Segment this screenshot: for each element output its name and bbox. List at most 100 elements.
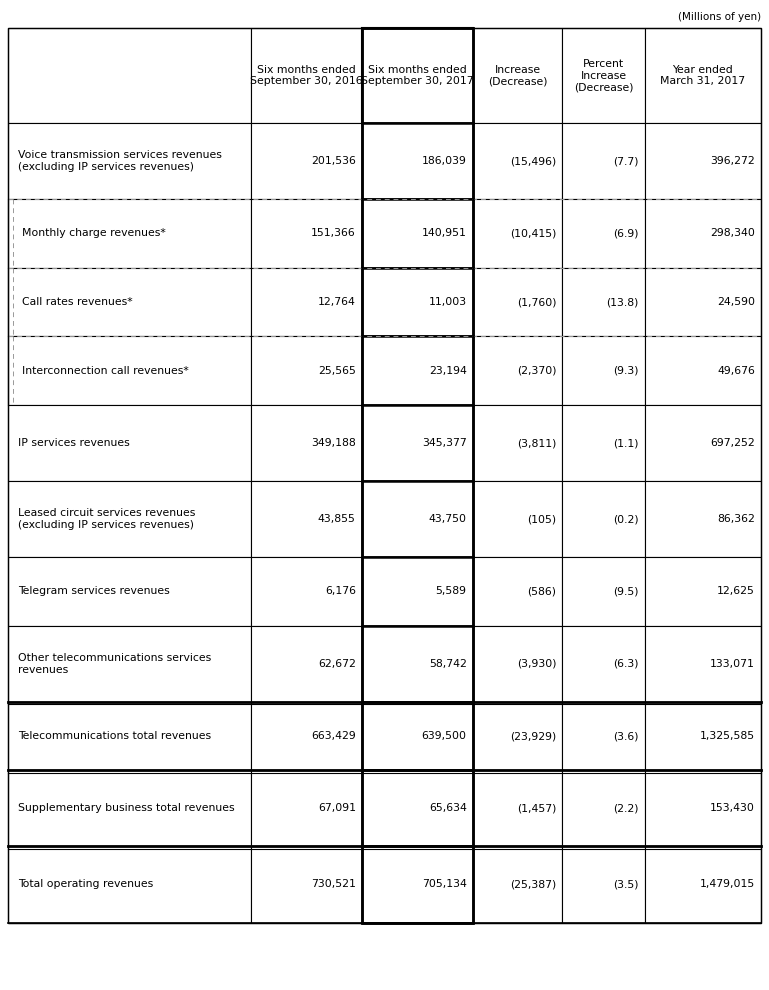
- Bar: [361, 557, 473, 626]
- Bar: [361, 123, 473, 199]
- Text: (3.5): (3.5): [614, 879, 639, 889]
- Text: 1,479,015: 1,479,015: [700, 879, 755, 889]
- Bar: [251, 405, 361, 481]
- Bar: [473, 846, 562, 923]
- Text: (3,930): (3,930): [517, 658, 557, 669]
- Bar: [473, 770, 562, 846]
- Text: 43,750: 43,750: [428, 514, 467, 524]
- Bar: [562, 557, 645, 626]
- Bar: [361, 199, 473, 267]
- Bar: [8, 405, 251, 481]
- Bar: [562, 702, 645, 770]
- Text: 140,951: 140,951: [422, 229, 467, 239]
- Text: (Millions of yen): (Millions of yen): [678, 12, 761, 22]
- Text: (10,415): (10,415): [510, 229, 557, 239]
- Bar: [645, 123, 761, 199]
- Text: 67,091: 67,091: [318, 804, 356, 814]
- Text: 151,366: 151,366: [311, 229, 356, 239]
- Text: (7.7): (7.7): [614, 156, 639, 166]
- Text: (1,760): (1,760): [517, 297, 557, 307]
- Bar: [645, 626, 761, 702]
- Text: 730,521: 730,521: [311, 879, 356, 889]
- Bar: [562, 199, 645, 267]
- Bar: [562, 405, 645, 481]
- Text: 6,176: 6,176: [325, 586, 356, 596]
- Text: 65,634: 65,634: [429, 804, 467, 814]
- Text: 86,362: 86,362: [717, 514, 755, 524]
- Bar: [361, 405, 473, 481]
- Bar: [251, 199, 361, 267]
- Text: 298,340: 298,340: [710, 229, 755, 239]
- Text: (6.9): (6.9): [614, 229, 639, 239]
- Text: Telegram services revenues: Telegram services revenues: [18, 586, 170, 596]
- Bar: [473, 337, 562, 405]
- Bar: [645, 846, 761, 923]
- Text: Supplementary business total revenues: Supplementary business total revenues: [18, 804, 235, 814]
- Bar: [361, 28, 473, 123]
- Bar: [8, 267, 251, 337]
- Bar: [562, 267, 645, 337]
- Text: 1,325,585: 1,325,585: [700, 732, 755, 742]
- Text: Telecommunications total revenues: Telecommunications total revenues: [18, 732, 211, 742]
- Bar: [562, 481, 645, 557]
- Text: 43,855: 43,855: [318, 514, 356, 524]
- Bar: [562, 846, 645, 923]
- Bar: [8, 702, 251, 770]
- Bar: [361, 28, 473, 123]
- Text: 396,272: 396,272: [711, 156, 755, 166]
- Bar: [361, 337, 473, 405]
- Bar: [361, 702, 473, 770]
- Text: Interconnection call revenues*: Interconnection call revenues*: [22, 365, 188, 375]
- Bar: [8, 626, 251, 702]
- Bar: [361, 123, 473, 199]
- Bar: [8, 846, 251, 923]
- Bar: [361, 337, 473, 405]
- Text: (9.3): (9.3): [614, 365, 639, 375]
- Text: (23,929): (23,929): [510, 732, 557, 742]
- Text: 23,194: 23,194: [429, 365, 467, 375]
- Bar: [361, 481, 473, 557]
- Text: 12,625: 12,625: [717, 586, 755, 596]
- Text: 697,252: 697,252: [711, 438, 755, 448]
- Text: 639,500: 639,500: [421, 732, 467, 742]
- Bar: [361, 846, 473, 923]
- Bar: [251, 626, 361, 702]
- Text: (3,811): (3,811): [517, 438, 557, 448]
- Text: (586): (586): [528, 586, 557, 596]
- Text: 345,377: 345,377: [422, 438, 467, 448]
- Bar: [473, 626, 562, 702]
- Bar: [251, 770, 361, 846]
- Text: Percent
Increase
(Decrease): Percent Increase (Decrease): [574, 59, 634, 92]
- Bar: [251, 267, 361, 337]
- Bar: [251, 28, 361, 123]
- Text: (2,370): (2,370): [517, 365, 557, 375]
- Text: Voice transmission services revenues
(excluding IP services revenues): Voice transmission services revenues (ex…: [18, 150, 222, 172]
- Text: (13.8): (13.8): [607, 297, 639, 307]
- Bar: [361, 199, 473, 267]
- Bar: [562, 337, 645, 405]
- Bar: [8, 337, 251, 405]
- Bar: [473, 405, 562, 481]
- Bar: [8, 28, 251, 123]
- Bar: [251, 557, 361, 626]
- Bar: [645, 405, 761, 481]
- Bar: [251, 481, 361, 557]
- Text: 58,742: 58,742: [429, 658, 467, 669]
- Bar: [8, 199, 251, 267]
- Bar: [473, 481, 562, 557]
- Bar: [361, 626, 473, 702]
- Text: 349,188: 349,188: [311, 438, 356, 448]
- Text: 5,589: 5,589: [436, 586, 467, 596]
- Text: 663,429: 663,429: [311, 732, 356, 742]
- Bar: [562, 770, 645, 846]
- Text: (6.3): (6.3): [614, 658, 639, 669]
- Text: Monthly charge revenues*: Monthly charge revenues*: [22, 229, 166, 239]
- Bar: [8, 481, 251, 557]
- Text: (25,387): (25,387): [510, 879, 557, 889]
- Bar: [251, 702, 361, 770]
- Bar: [251, 846, 361, 923]
- Text: (1.1): (1.1): [614, 438, 639, 448]
- Bar: [473, 702, 562, 770]
- Text: (15,496): (15,496): [510, 156, 557, 166]
- Bar: [473, 267, 562, 337]
